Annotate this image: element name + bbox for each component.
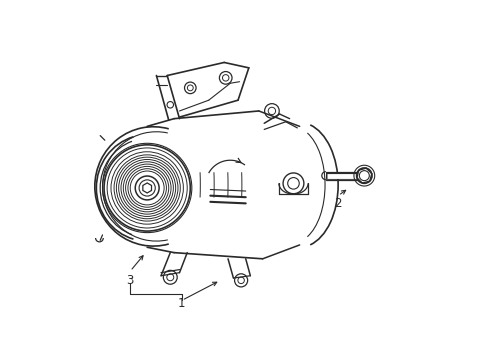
Circle shape <box>135 176 159 200</box>
Text: 2: 2 <box>334 197 342 210</box>
Text: 1: 1 <box>178 297 186 310</box>
Circle shape <box>357 168 372 183</box>
Text: 3: 3 <box>126 274 134 287</box>
